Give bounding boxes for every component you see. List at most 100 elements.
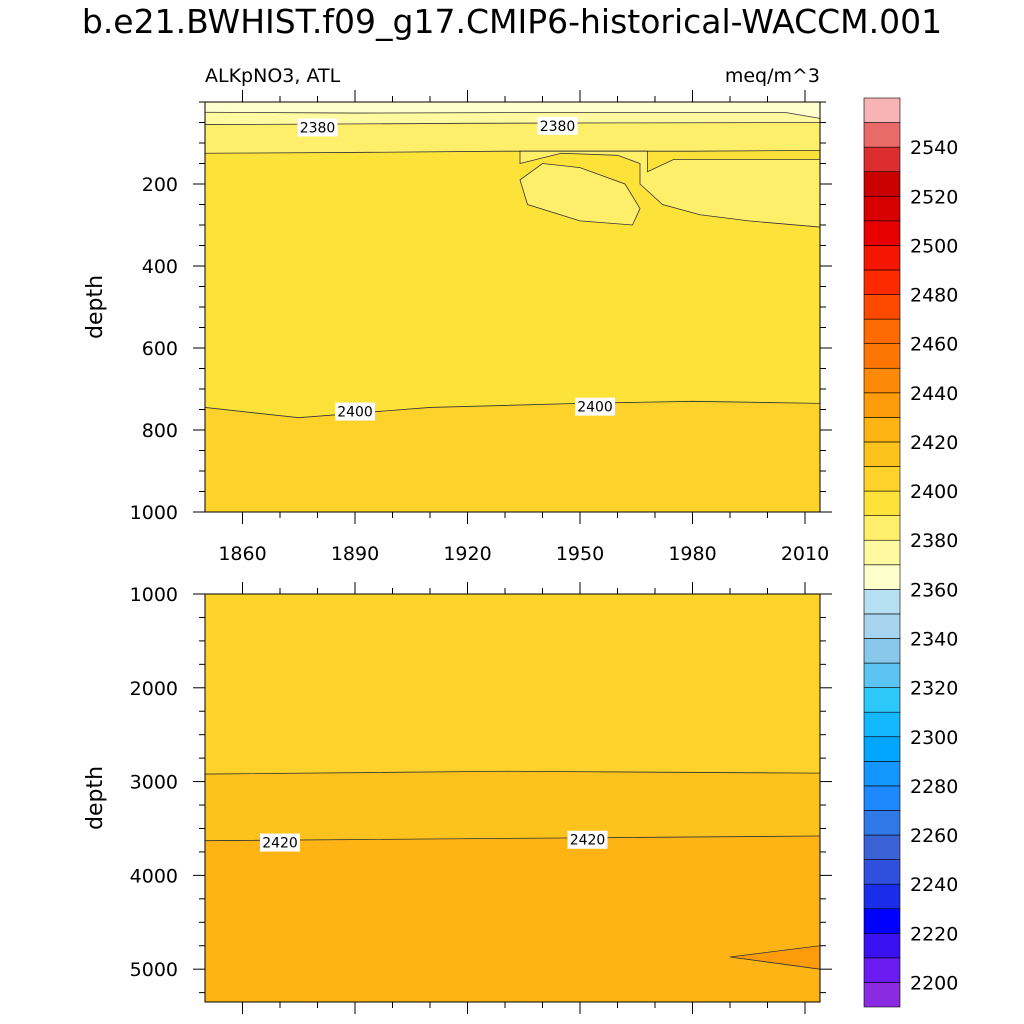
x-tick-label: 1950 bbox=[556, 543, 604, 565]
contour-label-text: 2420 bbox=[570, 833, 606, 849]
colorbar-label: 2260 bbox=[910, 825, 958, 847]
colorbar-swatch bbox=[863, 711, 901, 738]
contour-label-bg bbox=[260, 833, 300, 852]
contour-label-text: 2400 bbox=[577, 400, 613, 416]
colorbar-swatch bbox=[863, 662, 901, 688]
x-tick-label: 1920 bbox=[443, 543, 491, 565]
contour-label: 2420 bbox=[260, 833, 300, 852]
y-axis-label: depth bbox=[83, 275, 108, 339]
contour-band bbox=[205, 594, 820, 775]
colorbar-label: 2340 bbox=[910, 628, 958, 650]
contour-band bbox=[205, 150, 820, 418]
contour-band bbox=[205, 771, 820, 841]
contour-fills bbox=[205, 594, 820, 1002]
colorbar-label: 2500 bbox=[910, 235, 958, 257]
contour-fills bbox=[205, 102, 820, 512]
colorbar-swatch bbox=[863, 343, 901, 369]
contour-label-text: 2380 bbox=[300, 120, 336, 136]
colorbar-swatch bbox=[863, 539, 901, 566]
contour-label: 2400 bbox=[575, 397, 615, 416]
lower-panel: 1000 2000 3000 4000 5000 depth 2420 2420 bbox=[83, 582, 832, 1014]
contour-band bbox=[205, 122, 820, 154]
x-tick-label: 2010 bbox=[781, 543, 829, 565]
contour-region bbox=[729, 945, 820, 970]
colorbar-swatch bbox=[863, 490, 901, 516]
contour-line bbox=[205, 400, 820, 419]
y-tick-label: 800 bbox=[142, 420, 178, 442]
contour-band bbox=[205, 102, 820, 119]
contour-label: 2420 bbox=[567, 830, 608, 849]
colorbar-swatch bbox=[863, 957, 901, 983]
colorbar-swatch bbox=[863, 687, 901, 713]
contour-line bbox=[205, 111, 820, 119]
contour-label-bg bbox=[537, 116, 578, 135]
colorbar-label: 2280 bbox=[910, 776, 958, 798]
contour-label-text: 2380 bbox=[540, 119, 576, 135]
colorbar-swatch bbox=[863, 367, 901, 394]
y-tick-label: 5000 bbox=[130, 959, 178, 981]
colorbar-swatch bbox=[863, 908, 901, 934]
contour-band bbox=[205, 112, 820, 125]
x-tick-label: 1890 bbox=[331, 543, 379, 565]
y-axis-label: depth bbox=[83, 766, 108, 830]
colorbar-swatch bbox=[863, 318, 901, 344]
y-tick-label: 600 bbox=[142, 338, 178, 360]
y-tick-label: 3000 bbox=[130, 772, 178, 794]
colorbar-label: 2540 bbox=[910, 137, 958, 159]
colorbar-label: 2360 bbox=[910, 579, 958, 601]
colorbar-swatch bbox=[863, 122, 901, 148]
contour-line bbox=[205, 149, 820, 154]
figure-title: b.e21.BWHIST.f09_g17.CMIP6-historical-WA… bbox=[82, 2, 942, 41]
units-label: meq/m^3 bbox=[725, 65, 820, 87]
colorbar-label: 2460 bbox=[910, 334, 958, 356]
plot-frame bbox=[204, 593, 821, 1003]
colorbar-swatch bbox=[863, 515, 901, 541]
contour-band bbox=[205, 835, 820, 1002]
colorbar: 2200 2220 2240 2260 2280 2300 2320 2340 2360 2380… bbox=[863, 97, 958, 1008]
contour-label-bg bbox=[297, 118, 338, 137]
y-tick-label: 200 bbox=[142, 174, 178, 196]
contour-band bbox=[205, 401, 820, 512]
colorbar-label: 2300 bbox=[910, 727, 958, 749]
colorbar-label: 2440 bbox=[910, 383, 958, 405]
contour-line bbox=[205, 770, 820, 775]
colorbar-swatch bbox=[863, 810, 901, 836]
colorbar-swatch bbox=[863, 294, 901, 320]
colorbar-label: 2380 bbox=[910, 530, 958, 552]
contour-label: 2380 bbox=[537, 116, 578, 135]
colorbar-swatch bbox=[863, 589, 901, 615]
contour-region bbox=[519, 163, 641, 226]
colorbar-swatch bbox=[863, 613, 901, 639]
colorbar-swatch bbox=[863, 859, 901, 885]
colorbar-label: 2320 bbox=[910, 678, 958, 700]
colorbar-swatch bbox=[863, 883, 901, 910]
colorbar-label: 2400 bbox=[910, 481, 958, 503]
colorbar-label: 2240 bbox=[910, 874, 958, 896]
colorbar-label: 2520 bbox=[910, 186, 958, 208]
contour-label-text: 2420 bbox=[262, 836, 298, 852]
colorbar-swatch bbox=[863, 736, 901, 762]
colorbar-swatch bbox=[863, 441, 901, 467]
colorbar-swatch bbox=[863, 220, 901, 246]
colorbar-swatch bbox=[863, 171, 901, 197]
colorbar-swatch bbox=[863, 932, 901, 959]
colorbar-swatch bbox=[863, 638, 901, 664]
colorbar-swatch bbox=[863, 761, 901, 787]
colorbar-swatch bbox=[863, 245, 901, 271]
colorbar-swatch bbox=[863, 97, 901, 123]
colorbar-swatch bbox=[863, 834, 901, 860]
contour-label: 2380 bbox=[297, 118, 338, 137]
colorbar-swatch bbox=[863, 269, 901, 295]
contour-label-bg bbox=[335, 402, 375, 421]
colorbar-label: 2480 bbox=[910, 285, 958, 307]
upper-panel: 1860 1890 1920 1950 1980 2010 200 400 600 800 1000… bbox=[83, 90, 832, 565]
colorbar-label: 2200 bbox=[910, 972, 958, 994]
y-tick-label: 1000 bbox=[130, 584, 178, 606]
x-tick-label: 1860 bbox=[218, 543, 266, 565]
contour-label: 2400 bbox=[335, 402, 375, 421]
colorbar-swatch bbox=[863, 146, 901, 173]
contour-label-bg bbox=[567, 830, 608, 849]
contour-label-bg bbox=[575, 397, 615, 416]
colorbar-swatch bbox=[863, 982, 901, 1008]
